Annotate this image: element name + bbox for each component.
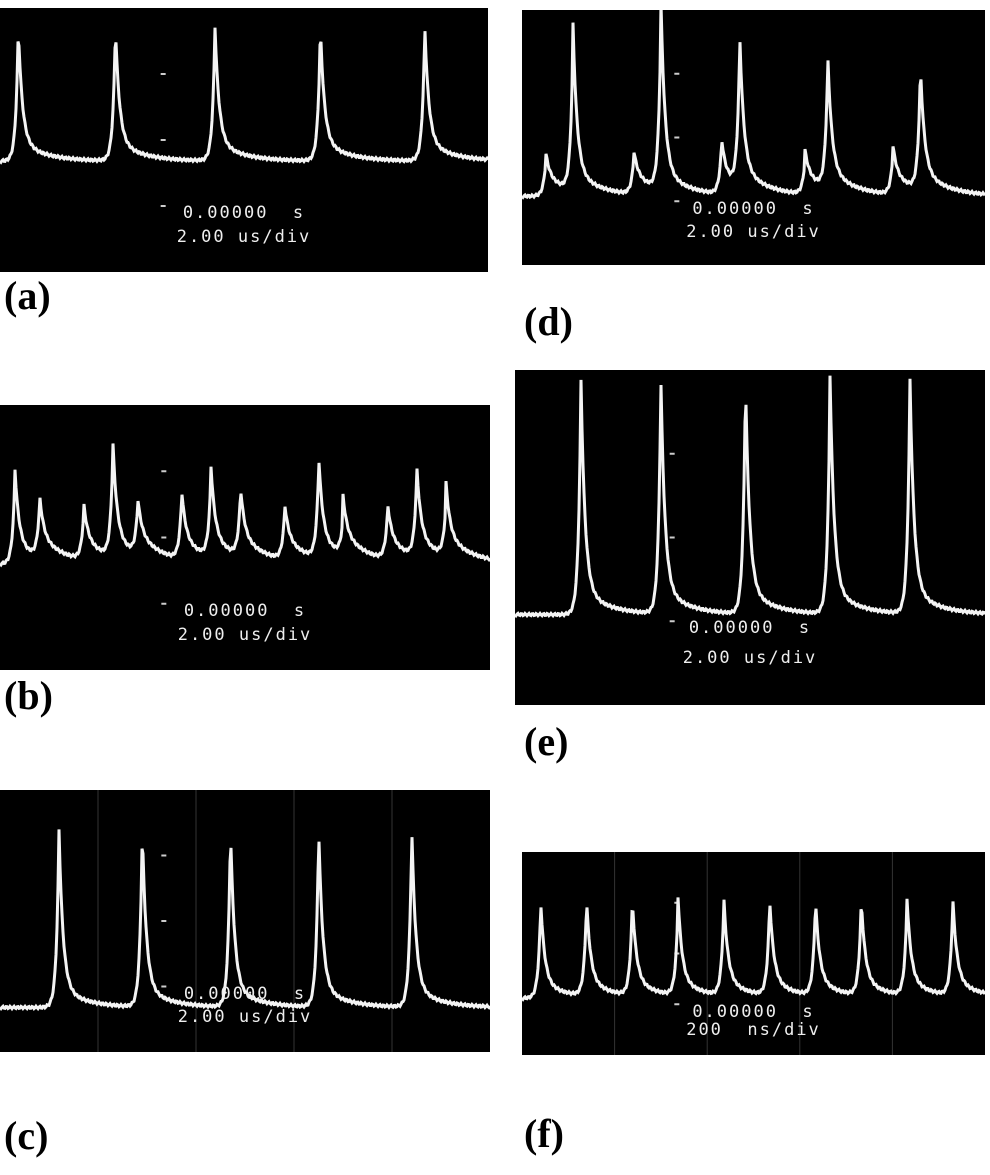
- graticule-tick: [674, 136, 680, 139]
- graticule-tick: [669, 620, 675, 623]
- graticule-tick: [160, 139, 166, 141]
- scope-trace: 0.00000 s 2.00 us/div: [0, 790, 490, 1052]
- graticule-tick: [674, 72, 680, 75]
- panel-label: (c): [4, 1113, 49, 1158]
- panel-label: (d): [524, 299, 573, 344]
- panel-label: (b): [4, 673, 53, 718]
- graticule-tick: [161, 920, 167, 922]
- scope-readout: 200 ns/div: [686, 1020, 821, 1041]
- scope-readout: 2.00 us/div: [177, 1007, 313, 1028]
- scope-readout: 0.00000 s: [688, 617, 812, 638]
- graticule-tick: [674, 200, 680, 203]
- graticule-tick: [160, 73, 166, 75]
- scope-readout: 0.00000 s: [183, 601, 307, 622]
- waveform: [0, 443, 490, 568]
- scope-readout: 2.00 us/div: [682, 648, 818, 669]
- graticule-tick: [160, 205, 166, 207]
- trace-plot: [522, 10, 985, 203]
- waveform: [0, 829, 490, 1012]
- trace-plot: [0, 790, 490, 1052]
- scope-trace: 0.00000 s 200 ns/div: [522, 852, 985, 1055]
- scope-readout: 0.00000 s: [692, 198, 815, 219]
- scope-readout: 0.00000 s: [692, 1002, 815, 1023]
- scope-readout: 2.00 us/div: [686, 221, 821, 242]
- waveform: [522, 10, 985, 200]
- panel-label: (a): [4, 273, 51, 318]
- trace-plot: [522, 852, 985, 1055]
- graticule-tick: [674, 1003, 680, 1006]
- scope-readout: 2.00 us/div: [176, 227, 312, 248]
- graticule-tick: [161, 854, 167, 857]
- scope-trace: 0.00000 s 2.00 us/div: [515, 370, 985, 705]
- scope-trace: 0.00000 s 2.00 us/div: [0, 405, 490, 670]
- panel-label: (e): [524, 719, 569, 764]
- graticule-tick: [161, 536, 167, 539]
- scope-readout: 0.00000 s: [183, 983, 307, 1004]
- graticule-tick: [161, 470, 167, 473]
- trace-plot: [0, 443, 490, 605]
- trace-plot: [515, 375, 985, 623]
- graticule-tick: [669, 452, 675, 455]
- graticule-tick: [669, 536, 675, 539]
- scope-trace: 0.00000 s 2.00 us/div: [522, 10, 985, 265]
- scope-readout: 2.00 us/div: [177, 624, 313, 645]
- waveform: [522, 897, 985, 1002]
- graticule-tick: [161, 602, 167, 605]
- panel-label: (f): [524, 1111, 564, 1156]
- graticule-tick: [161, 985, 167, 988]
- waveform: [0, 27, 488, 165]
- trace-plot: [0, 27, 488, 207]
- scope-trace: 0.00000 s 2.00 us/div: [0, 8, 488, 272]
- scope-readout: 0.00000 s: [182, 203, 306, 224]
- waveform: [515, 375, 985, 619]
